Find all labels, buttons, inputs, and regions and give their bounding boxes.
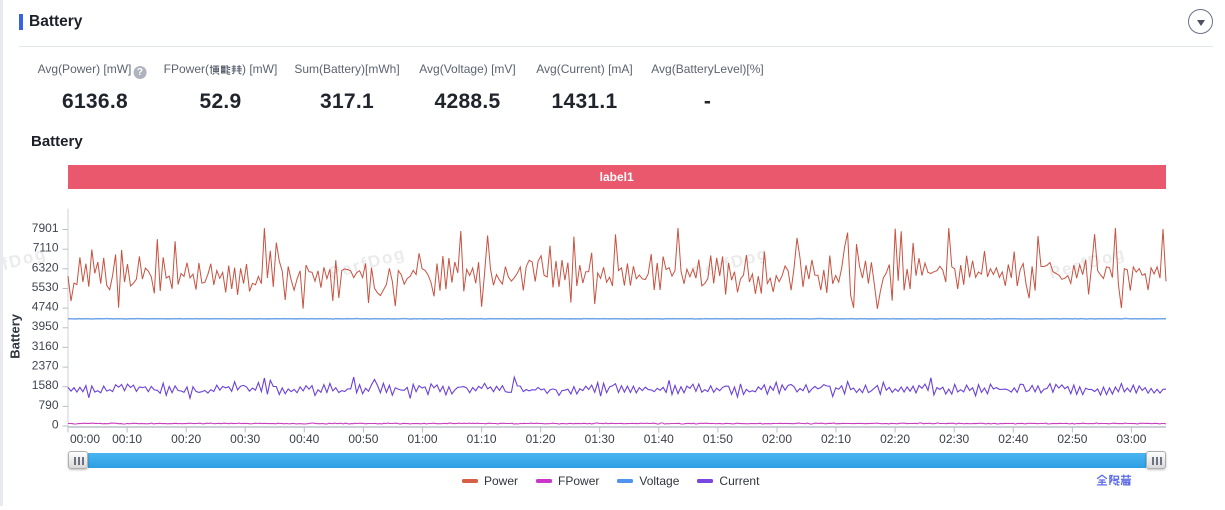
svg-text:01:10: 01:10 xyxy=(467,432,497,446)
svg-text:7110: 7110 xyxy=(33,241,59,255)
svg-text:01:30: 01:30 xyxy=(585,432,615,446)
svg-text:4740: 4740 xyxy=(32,300,59,314)
svg-text:PerfDog: PerfDog xyxy=(327,244,408,283)
svg-text:02:00: 02:00 xyxy=(762,432,792,446)
svg-text:00:20: 00:20 xyxy=(171,432,201,446)
svg-text:6320: 6320 xyxy=(32,260,59,274)
svg-text:3950: 3950 xyxy=(32,319,59,333)
svg-text:790: 790 xyxy=(38,398,58,412)
svg-text:00:30: 00:30 xyxy=(230,432,260,446)
svg-text:01:20: 01:20 xyxy=(526,432,556,446)
svg-text:02:50: 02:50 xyxy=(1057,432,1087,446)
svg-text:00:10: 00:10 xyxy=(112,432,142,446)
svg-text:03:00: 03:00 xyxy=(1116,432,1146,446)
svg-text:Battery: Battery xyxy=(8,313,23,359)
svg-text:02:10: 02:10 xyxy=(821,432,851,446)
svg-text:01:40: 01:40 xyxy=(644,432,674,446)
svg-text:00:50: 00:50 xyxy=(348,432,378,446)
svg-text:1580: 1580 xyxy=(32,378,59,392)
svg-text:00:40: 00:40 xyxy=(289,432,319,446)
svg-text:3160: 3160 xyxy=(32,339,59,353)
svg-text:0: 0 xyxy=(52,418,59,432)
svg-text:2370: 2370 xyxy=(32,359,59,373)
svg-text:02:40: 02:40 xyxy=(998,432,1028,446)
svg-text:7901: 7901 xyxy=(32,221,59,235)
svg-text:01:50: 01:50 xyxy=(703,432,733,446)
svg-text:02:20: 02:20 xyxy=(880,432,910,446)
svg-text:5530: 5530 xyxy=(32,280,59,294)
svg-text:00:00: 00:00 xyxy=(70,432,100,446)
svg-text:01:00: 01:00 xyxy=(407,432,437,446)
svg-text:02:30: 02:30 xyxy=(939,432,969,446)
